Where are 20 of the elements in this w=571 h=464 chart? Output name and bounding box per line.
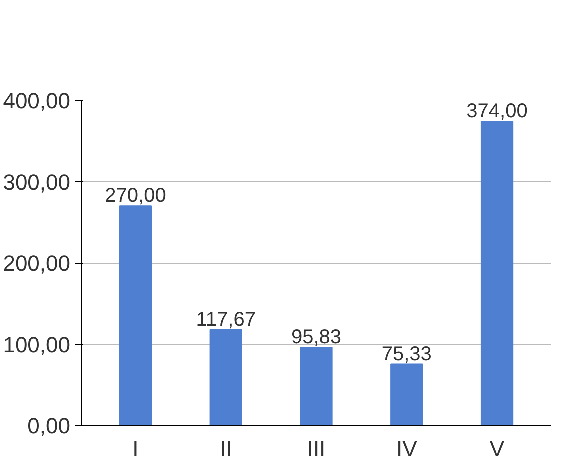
x-tick-label: I: [132, 436, 139, 462]
data-label: 117,67: [196, 308, 256, 331]
x-tick-label: V: [490, 436, 505, 462]
bar: [300, 347, 333, 426]
y-tick-label: 0,00: [28, 414, 71, 438]
y-tick-label: 100,00: [3, 332, 71, 358]
x-tick-label: III: [307, 436, 326, 462]
data-label: 270,00: [105, 185, 166, 208]
data-label: 95,83: [291, 326, 342, 349]
data-label: 374,00: [466, 100, 528, 123]
x-tick-label: IV: [396, 436, 418, 462]
data-label: 75,33: [382, 343, 432, 366]
y-tick-label: 300,00: [3, 170, 71, 195]
bar: [390, 364, 424, 426]
x-tick-label: II: [220, 436, 232, 462]
bar: [119, 206, 152, 426]
bar: [480, 121, 514, 426]
y-tick-label: 200,00: [3, 251, 71, 276]
y-tick-label: 400,00: [3, 88, 71, 114]
bar: [210, 329, 242, 426]
